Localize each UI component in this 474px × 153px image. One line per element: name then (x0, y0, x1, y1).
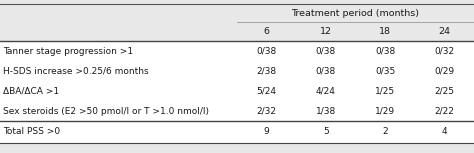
Text: 2: 2 (383, 127, 388, 136)
Text: 12: 12 (320, 26, 332, 35)
Text: 0/29: 0/29 (434, 67, 455, 75)
Text: 1/29: 1/29 (375, 106, 395, 116)
Text: 0/38: 0/38 (316, 47, 336, 56)
Text: 2/38: 2/38 (256, 67, 277, 75)
Text: H-SDS increase >0.25/6 months: H-SDS increase >0.25/6 months (3, 67, 149, 75)
Text: 6: 6 (264, 26, 270, 35)
Text: 0/38: 0/38 (256, 47, 277, 56)
Text: 5: 5 (323, 127, 329, 136)
Text: Tanner stage progression >1: Tanner stage progression >1 (3, 47, 133, 56)
Text: ΔBA/ΔCA >1: ΔBA/ΔCA >1 (3, 86, 59, 95)
Text: 0/38: 0/38 (316, 67, 336, 75)
Text: 2/22: 2/22 (435, 106, 454, 116)
Text: 4/24: 4/24 (316, 86, 336, 95)
Text: Treatment period (months): Treatment period (months) (292, 9, 419, 17)
Bar (237, 4, 474, 40)
Text: Sex steroids (E2 >50 pmol/l or T >1.0 nmol/l): Sex steroids (E2 >50 pmol/l or T >1.0 nm… (3, 106, 209, 116)
Text: 24: 24 (438, 26, 450, 35)
Text: 1/38: 1/38 (316, 106, 336, 116)
Text: 4: 4 (442, 127, 447, 136)
Text: 0/32: 0/32 (434, 47, 455, 56)
Text: 2/25: 2/25 (434, 86, 455, 95)
Text: 18: 18 (379, 26, 391, 35)
Bar (0, 41, 474, 143)
Text: 2/32: 2/32 (256, 106, 277, 116)
Text: 0/35: 0/35 (375, 67, 395, 75)
Text: 9: 9 (264, 127, 270, 136)
Text: 0/38: 0/38 (375, 47, 395, 56)
Text: 5/24: 5/24 (256, 86, 277, 95)
Text: Total PSS >0: Total PSS >0 (3, 127, 60, 136)
Text: 1/25: 1/25 (375, 86, 395, 95)
